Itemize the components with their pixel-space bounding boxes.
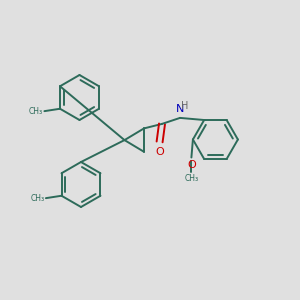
Text: O: O xyxy=(187,160,196,170)
Text: CH₃: CH₃ xyxy=(30,194,44,203)
Text: H: H xyxy=(181,101,188,111)
Text: CH₃: CH₃ xyxy=(29,106,43,116)
Text: O: O xyxy=(155,147,164,157)
Text: CH₃: CH₃ xyxy=(184,174,199,183)
Text: N: N xyxy=(176,104,184,114)
